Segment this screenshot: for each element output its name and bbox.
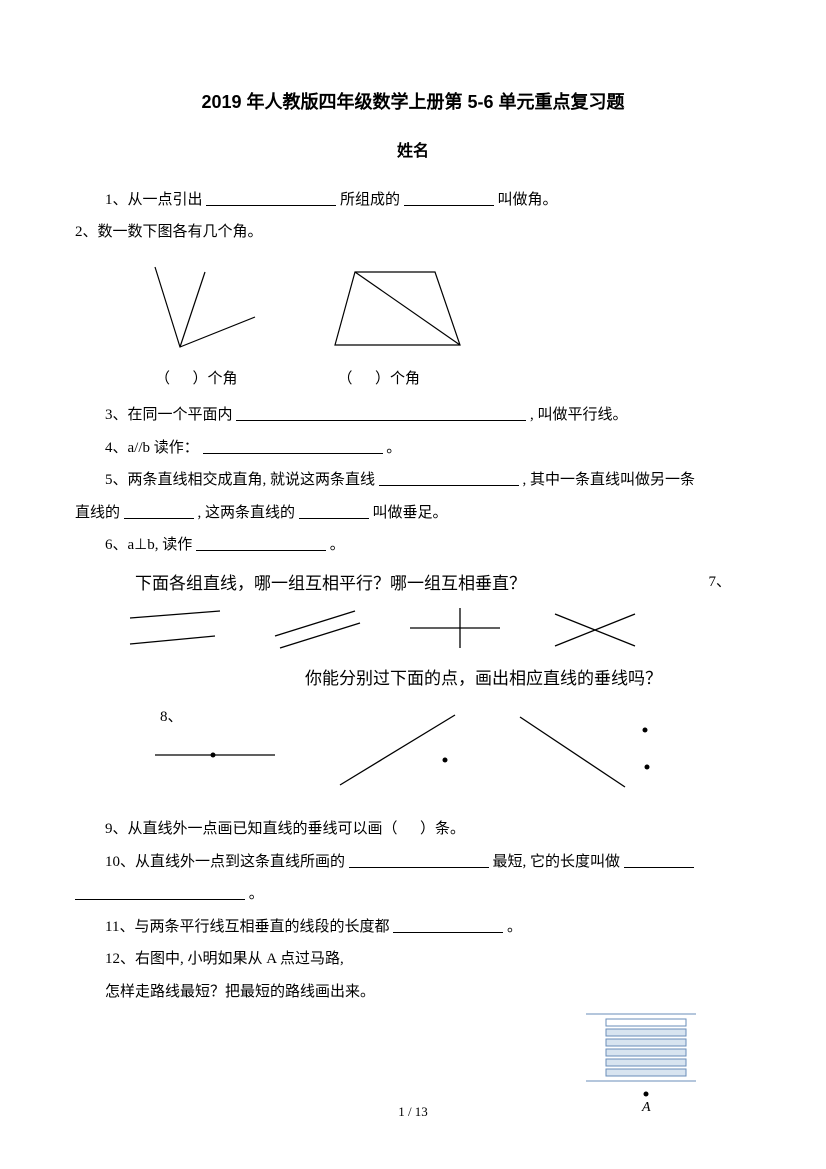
q7-figures — [75, 606, 751, 651]
q7-label: 7、 — [708, 568, 731, 597]
q10-text-a: 10、从直线外一点到这条直线所画的 — [105, 854, 345, 870]
question-5-line2: 直线的 , 这两条直线的 叫做垂足。 — [75, 499, 751, 528]
question-12-line2: 怎样走路线最短？把最短的路线画出来。 — [75, 978, 751, 1007]
q8-handwritten: 你能分别过下面的点，画出相应直线的垂线吗？ — [75, 663, 751, 695]
blank — [393, 915, 503, 933]
q5-text-e: 叫做垂足。 — [373, 505, 448, 521]
question-2: 2、数一数下图各有几个角。 — [75, 218, 751, 247]
q5-text-c: 直线的 — [75, 505, 120, 521]
blank — [379, 468, 519, 486]
q5-text-d: , 这两条直线的 — [198, 505, 296, 521]
blank — [124, 501, 194, 519]
blank — [203, 436, 383, 454]
question-3: 3、在同一个平面内 , 叫做平行线。 — [75, 401, 751, 430]
blank — [404, 188, 494, 206]
q5-text-b: , 其中一条直线叫做另一条 — [523, 472, 696, 488]
lineset-2 — [265, 606, 365, 651]
question-4: 4、a//b 读作： 。 — [75, 434, 751, 463]
q4-text-b: 。 — [386, 440, 401, 456]
name-label: 姓名 — [75, 137, 751, 167]
angle-figure-2 — [325, 257, 475, 357]
q7-handwritten: 下面各组直线，哪一组互相平行？哪一组互相垂直？ — [75, 568, 751, 600]
blank — [299, 501, 369, 519]
q11-text-a: 11、与两条平行线互相垂直的线段的长度都 — [105, 919, 389, 935]
q12-text-a: 12、右图中, 小明如果从 A 点过马路, — [105, 951, 344, 967]
blank — [75, 882, 245, 900]
q1-text-a: 1、从一点引出 — [105, 192, 203, 208]
q2-figures — [75, 257, 751, 357]
question-10-line2: 。 — [75, 880, 751, 909]
q8-label: 8、 — [160, 703, 183, 732]
question-12-line1: 12、右图中, 小明如果从 A 点过马路, — [75, 945, 751, 974]
q2-text: 2、数一数下图各有几个角。 — [75, 224, 263, 240]
q3-text-a: 3、在同一个平面内 — [105, 407, 233, 423]
perp-fig-2 — [315, 705, 475, 795]
blank — [206, 188, 336, 206]
question-5-line1: 5、两条直线相交成直角, 就说这两条直线 , 其中一条直线叫做另一条 — [75, 466, 751, 495]
paren: （ — [338, 371, 353, 387]
angle-figure-1 — [135, 257, 265, 357]
q2-captions: （ ）个角 （ ）个角 — [75, 365, 751, 394]
q10-text-c: 。 — [249, 886, 264, 902]
cap-text: ）个角 — [375, 371, 420, 387]
q2-cap-2: （ ）个角 — [338, 365, 421, 394]
q1-text-c: 叫做角。 — [498, 192, 558, 208]
q5-text-a: 5、两条直线相交成直角, 就说这两条直线 — [105, 472, 375, 488]
blank — [624, 850, 694, 868]
q11-text-b: 。 — [507, 919, 522, 935]
perp-fig-1 — [135, 715, 285, 785]
page-footer: 1 / 13 — [0, 1100, 826, 1125]
paren: （ — [155, 371, 170, 387]
blank — [196, 533, 326, 551]
question-7: 下面各组直线，哪一组互相平行？哪一组互相垂直？ 7、 — [75, 568, 751, 651]
question-6: 6、a⊥b, 读作 。 — [75, 531, 751, 560]
question-11: 11、与两条平行线互相垂直的线段的长度都 。 — [75, 913, 751, 942]
lineset-3 — [405, 606, 505, 651]
q9-text-b: ）条。 — [420, 821, 465, 837]
question-10-line1: 10、从直线外一点到这条直线所画的 最短, 它的长度叫做 — [75, 848, 751, 877]
q6-text-a: 6、a⊥b, 读作 — [105, 537, 192, 553]
q1-text-b: 所组成的 — [340, 192, 400, 208]
q12-text-b: 怎样走路线最短？把最短的路线画出来。 — [105, 984, 375, 1000]
q10-text-b: 最短, 它的长度叫做 — [493, 854, 621, 870]
lineset-4 — [545, 606, 645, 651]
question-9: 9、从直线外一点画已知直线的垂线可以画（ ）条。 — [75, 815, 751, 844]
q9-text-a: 9、从直线外一点画已知直线的垂线可以画（ — [105, 821, 398, 837]
question-1: 1、从一点引出 所组成的 叫做角。 — [75, 186, 751, 215]
q6-text-b: 。 — [330, 537, 345, 553]
page-title: 2019 年人教版四年级数学上册第 5-6 单元重点复习题 — [75, 85, 751, 119]
perp-fig-3 — [505, 705, 665, 795]
question-8: 你能分别过下面的点，画出相应直线的垂线吗？ 8、 — [75, 663, 751, 795]
cap-text: ）个角 — [193, 371, 238, 387]
q2-cap-1: （ ）个角 — [155, 365, 238, 394]
q3-text-b: , 叫做平行线。 — [530, 407, 628, 423]
q4-text-a: 4、a//b 读作： — [105, 440, 199, 456]
lineset-1 — [125, 606, 225, 651]
blank — [236, 403, 526, 421]
blank — [349, 850, 489, 868]
